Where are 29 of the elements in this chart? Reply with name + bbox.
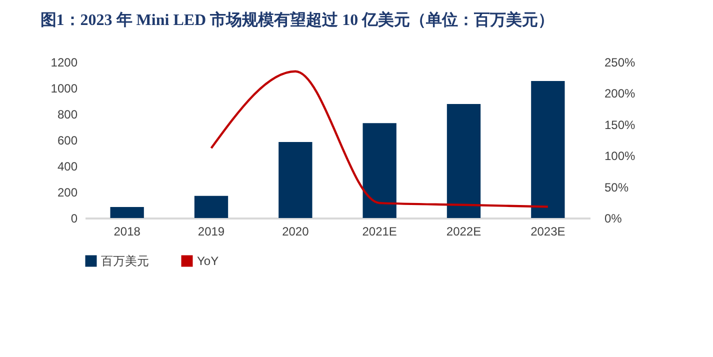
y-tick-label: 800 [57,108,78,122]
bar [446,104,481,218]
chart-title: 图1：2023 年 Mini LED 市场规模有望超过 10 亿美元（单位：百万美元） [40,10,554,29]
x-tick-label: 2019 [198,224,225,238]
y2-tick-label: 100% [604,149,636,164]
legend-label: 百万美元 [101,254,149,268]
y-tick-label: 0 [70,212,78,226]
x-tick-label: 2020 [282,224,310,238]
line-series [210,70,550,208]
y-tick-label: 600 [57,134,78,148]
y-tick-label: 1200 [50,56,78,70]
bar [194,196,228,218]
y2-tick-label: 150% [604,118,636,132]
y2-tick-label: 50% [604,180,629,194]
y-tick-label: 200 [57,186,78,200]
bar [531,80,565,218]
y2-tick-label: 250% [604,56,636,70]
legend-label: YoY [197,254,219,268]
bar [110,206,144,218]
x-tick-label: 2021E [362,224,397,238]
y-tick-label: 400 [57,160,78,174]
y2-tick-label: 0% [604,212,622,226]
y-tick-label: 1000 [50,82,78,96]
bar [362,123,396,218]
x-tick-label: 2022E [446,224,482,238]
x-tick-label: 2018 [114,224,141,238]
y2-tick-label: 200% [604,86,636,101]
bar [278,142,312,218]
x-tick-label: 2023E [530,224,566,238]
